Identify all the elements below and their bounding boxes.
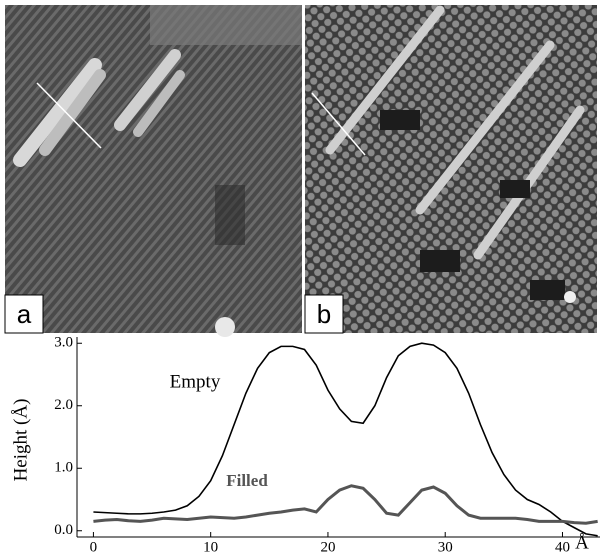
x-tick-label: 20 — [320, 539, 335, 555]
x-tick-label: 10 — [203, 539, 218, 555]
x-tick-label: 0 — [90, 539, 98, 555]
series-line — [93, 342, 598, 537]
series-label: Empty — [170, 371, 221, 392]
y-axis-label: Height (Å) — [10, 399, 31, 482]
image-b: b — [304, 5, 597, 334]
x-tick-label: 30 — [438, 539, 453, 555]
series-label: Filled — [226, 471, 268, 490]
y-tick-label: 1.0 — [54, 460, 73, 476]
series-line — [93, 484, 598, 525]
panel-label: b — [317, 299, 331, 329]
y-tick-label: 0.0 — [54, 522, 73, 538]
panel-label: a — [17, 299, 32, 329]
y-tick-label: 2.0 — [54, 397, 73, 413]
image-a: a — [4, 5, 302, 337]
x-axis-unit: Å — [575, 532, 589, 553]
x-tick-label: 40 — [555, 539, 570, 555]
y-tick-label: 3.0 — [54, 335, 73, 351]
